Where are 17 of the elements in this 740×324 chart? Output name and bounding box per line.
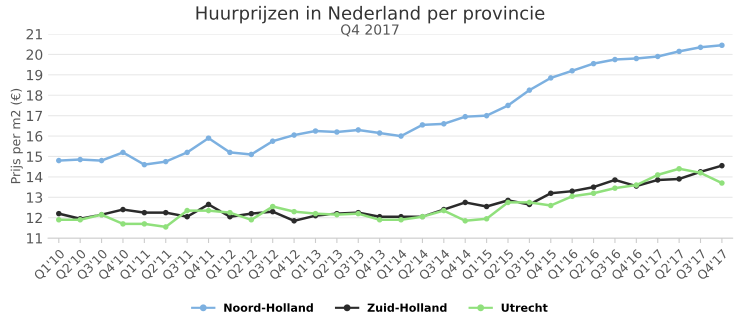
legend-label: Utrecht [502, 303, 548, 312]
y-tick-label: 17 [27, 110, 42, 121]
legend-label: Noord-Holland [224, 303, 313, 312]
y-tick-label: 14 [27, 172, 42, 182]
chart-subtitle: Q4 2017 [341, 24, 399, 36]
y-tick-label: 12 [27, 212, 42, 224]
y-tick-label: 15 [27, 152, 42, 162]
y-tick-label: 21 [26, 28, 42, 40]
y-axis-title: Prijs per m2 (€) [10, 88, 23, 184]
y-tick-label: 11 [27, 233, 42, 244]
legend-label: Zuid-Holland [368, 303, 446, 312]
y-tick-label: 18 [27, 90, 42, 101]
y-tick-label: 13 [27, 192, 42, 203]
chart-title: Huurprijzen in Nederland per provincie [196, 6, 544, 24]
y-tick-label: 20 [26, 49, 42, 60]
y-tick-label: 19 [27, 70, 42, 80]
y-tick-label: 16 [27, 131, 42, 142]
